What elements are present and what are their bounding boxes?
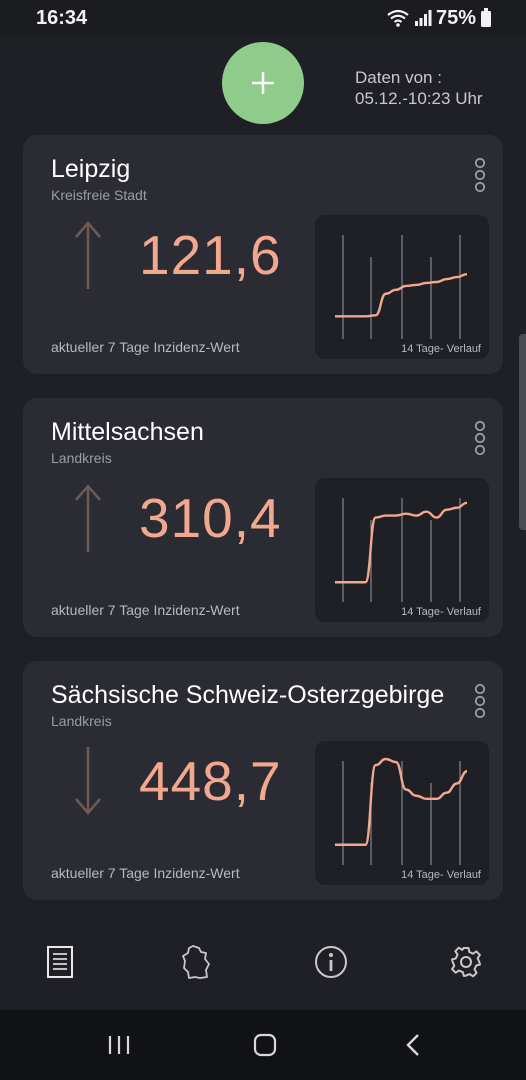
signal-icon	[414, 10, 432, 26]
nav-list-button[interactable]	[38, 940, 82, 984]
battery-icon	[481, 8, 491, 27]
more-options-icon[interactable]	[473, 157, 487, 193]
region-type: Kreisfreie Stadt	[51, 187, 147, 203]
incidence-value: 448,7	[139, 750, 282, 812]
nav-info-button[interactable]	[309, 940, 353, 984]
recent-apps-icon	[108, 1036, 130, 1054]
system-nav-bar	[0, 1010, 526, 1080]
sparkline-series	[335, 272, 468, 318]
trend-up-icon	[75, 221, 101, 289]
plus-icon	[252, 72, 274, 94]
header: Daten von : 05.12.-10:23 Uhr	[0, 36, 526, 132]
incidence-caption: aktueller 7 Tage Inzidenz-Wert	[51, 602, 240, 618]
list-icon	[47, 946, 73, 978]
trend-down-icon	[75, 747, 101, 815]
recent-apps-button[interactable]	[101, 1027, 137, 1063]
back-button[interactable]	[395, 1027, 431, 1063]
sparkline-svg	[335, 498, 468, 602]
region-card[interactable]: Leipzig Kreisfreie Stadt 121,6 aktueller…	[23, 135, 503, 374]
info-icon	[315, 946, 347, 978]
germany-map-icon	[182, 945, 210, 979]
region-type: Landkreis	[51, 713, 112, 729]
nav-map-button[interactable]	[174, 940, 218, 984]
gear-icon	[451, 946, 481, 978]
sparkline-svg	[335, 235, 468, 339]
bottom-nav	[0, 920, 526, 1010]
data-from-value: 05.12.-10:23 Uhr	[355, 89, 483, 108]
home-icon	[253, 1033, 277, 1057]
status-icons: 75%	[386, 6, 492, 30]
sparkline-series	[335, 501, 468, 584]
sparkline-chart: 14 Tage- Verlauf	[315, 215, 489, 359]
nav-settings-button[interactable]	[444, 940, 488, 984]
data-timestamp: Daten von : 05.12.-10:23 Uhr	[355, 67, 483, 109]
region-name: Leipzig	[51, 155, 131, 183]
sparkline-label: 14 Tage- Verlauf	[401, 606, 481, 618]
incidence-value: 121,6	[139, 224, 282, 286]
sparkline-series	[335, 757, 468, 846]
sparkline-label: 14 Tage- Verlauf	[401, 343, 481, 355]
more-options-icon[interactable]	[473, 683, 487, 719]
sparkline-label: 14 Tage- Verlauf	[401, 869, 481, 881]
incidence-value: 310,4	[139, 487, 282, 549]
region-card[interactable]: Mittelsachsen Landkreis 310,4 aktueller …	[23, 398, 503, 637]
trend-up-icon	[75, 484, 101, 552]
region-card[interactable]: Sächsische Schweiz-Osterzgebirge Landkre…	[23, 661, 503, 900]
region-name: Sächsische Schweiz-Osterzgebirge	[51, 681, 445, 709]
sparkline-chart: 14 Tage- Verlauf	[315, 741, 489, 885]
status-time: 16:34	[36, 7, 88, 29]
back-icon	[406, 1034, 419, 1056]
region-type: Landkreis	[51, 450, 112, 466]
incidence-caption: aktueller 7 Tage Inzidenz-Wert	[51, 865, 240, 881]
sparkline-chart: 14 Tage- Verlauf	[315, 478, 489, 622]
region-name: Mittelsachsen	[51, 418, 204, 446]
more-options-icon[interactable]	[473, 420, 487, 456]
wifi-icon	[387, 9, 409, 27]
data-from-label: Daten von :	[355, 68, 442, 87]
battery-percent: 75%	[435, 6, 476, 29]
sparkline-svg	[335, 757, 468, 865]
add-region-button[interactable]	[222, 42, 304, 124]
incidence-caption: aktueller 7 Tage Inzidenz-Wert	[51, 339, 240, 355]
status-bar: 16:34 75%	[0, 0, 526, 36]
home-button[interactable]	[247, 1027, 283, 1063]
scroll-handle[interactable]	[519, 334, 526, 530]
